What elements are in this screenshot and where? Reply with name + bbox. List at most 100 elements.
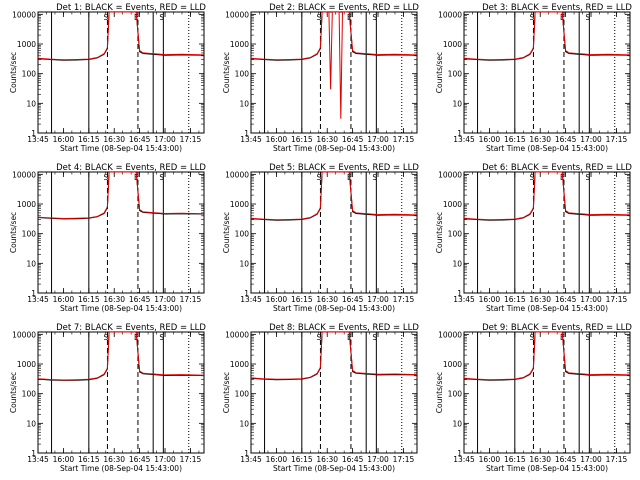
- x-tick-label: 16:15: [291, 135, 313, 144]
- x-tick-label: 13:45: [27, 295, 49, 304]
- y-tick-label: 100: [22, 230, 37, 239]
- time-marker-lines: [477, 172, 616, 293]
- x-tick-label: 13:45: [240, 295, 262, 304]
- plot-frame: [463, 171, 631, 294]
- lld-series-line: [464, 12, 630, 61]
- x-tick-label: 16:45: [342, 135, 364, 144]
- y-axis-label: Counts/sec: [435, 212, 444, 253]
- top-marker-label: S: [316, 13, 321, 22]
- y-tick-label: 100: [235, 390, 250, 399]
- y-axis-label: Counts/sec: [222, 372, 231, 413]
- events-series-line: [38, 12, 204, 61]
- y-tick-label: 100: [235, 70, 250, 79]
- top-marker-label: S: [159, 13, 164, 22]
- time-marker-lines: [477, 12, 616, 133]
- y-tick-label: 10000: [438, 170, 462, 179]
- lld-series-line: [464, 332, 630, 381]
- x-tick-label: 16:15: [504, 455, 526, 464]
- y-tick-label: 1: [244, 289, 249, 298]
- x-axis-label: Start Time (08-Sep-04 15:43:00): [273, 464, 395, 473]
- series-group: [38, 12, 204, 61]
- y-tick-label: 100: [448, 390, 463, 399]
- x-tick-label: 16:30: [103, 295, 125, 304]
- x-tick-label: 13:45: [240, 455, 262, 464]
- x-tick-label: 13:45: [27, 135, 49, 144]
- lld-series-line: [38, 12, 204, 61]
- top-marker-label: S: [103, 13, 108, 22]
- x-tick-label: 13:45: [240, 135, 262, 144]
- y-tick-label: 10000: [438, 10, 462, 19]
- x-tick-label: 16:00: [479, 135, 501, 144]
- plot-frame: [250, 11, 418, 134]
- x-tick-label: 16:15: [504, 295, 526, 304]
- y-tick-label: 10: [26, 259, 36, 268]
- events-series-line: [464, 332, 630, 381]
- detector-panel-1: Det 1: BLACK = Events, RED = LLD 1 10 100 10…: [9, 3, 206, 153]
- events-series-line: [464, 172, 630, 221]
- chart-title: Det 6: BLACK = Events, RED = LLD: [482, 163, 632, 173]
- x-axis-label: Start Time (08-Sep-04 15:43:00): [486, 304, 608, 313]
- top-marker-label: S: [529, 13, 534, 22]
- y-tick-label: 10: [452, 419, 462, 428]
- x-tick-label: 16:30: [316, 135, 338, 144]
- y-axis-label: Counts/sec: [435, 52, 444, 93]
- x-tick-label: 17:15: [180, 135, 202, 144]
- series-group: [251, 172, 417, 221]
- lld-series-line: [464, 172, 630, 221]
- y-tick-label: 10000: [12, 330, 36, 339]
- y-tick-label: 1: [31, 449, 36, 458]
- x-tick-label: 16:00: [53, 295, 75, 304]
- y-axis-label: Counts/sec: [222, 212, 231, 253]
- y-tick-label: 1000: [230, 200, 249, 209]
- chart-title: Det 8: BLACK = Events, RED = LLD: [269, 323, 419, 333]
- time-marker-lines: [264, 172, 403, 293]
- detector-panel-2: Det 2: BLACK = Events, RED = LLD 1 10 100 10…: [222, 3, 419, 153]
- x-tick-label: 16:00: [479, 295, 501, 304]
- x-tick-label: 16:30: [529, 295, 551, 304]
- detector-panel-7: Det 7: BLACK = Events, RED = LLD 1 10 100 10…: [9, 323, 206, 473]
- top-marker-label: S: [585, 333, 590, 342]
- y-tick-label: 100: [235, 230, 250, 239]
- plot-frame: [250, 331, 418, 454]
- series-group: [251, 12, 417, 119]
- x-axis-label: Start Time (08-Sep-04 15:43:00): [60, 304, 182, 313]
- x-axis-label: Start Time (08-Sep-04 15:43:00): [60, 464, 182, 473]
- y-tick-label: 1000: [230, 40, 249, 49]
- x-axis-label: Start Time (08-Sep-04 15:43:00): [273, 304, 395, 313]
- plot-frame: [37, 331, 205, 454]
- y-tick-label: 1: [244, 129, 249, 138]
- x-tick-label: 16:00: [479, 455, 501, 464]
- top-marker-label: S: [316, 173, 321, 182]
- x-tick-label: 16:45: [129, 455, 151, 464]
- x-tick-label: 16:00: [266, 135, 288, 144]
- y-tick-label: 100: [448, 230, 463, 239]
- y-tick-label: 1: [457, 129, 462, 138]
- y-tick-label: 1000: [17, 360, 36, 369]
- detector-panel-9: Det 9: BLACK = Events, RED = LLD 1 10 100 10…: [435, 323, 632, 473]
- y-tick-label: 1000: [17, 40, 36, 49]
- x-tick-label: 16:30: [103, 455, 125, 464]
- y-tick-label: 100: [22, 390, 37, 399]
- x-tick-label: 16:15: [78, 455, 100, 464]
- chart-title: Det 5: BLACK = Events, RED = LLD: [269, 163, 419, 173]
- y-tick-label: 1000: [443, 360, 462, 369]
- x-tick-label: 17:00: [154, 295, 176, 304]
- top-marker-label: S: [372, 173, 377, 182]
- detector-panel-8: Det 8: BLACK = Events, RED = LLD 1 10 100 10…: [222, 323, 419, 473]
- y-axis-label: Counts/sec: [222, 52, 231, 93]
- y-tick-label: 100: [22, 70, 37, 79]
- x-axis-label: Start Time (08-Sep-04 15:43:00): [486, 464, 608, 473]
- y-axis-label: Counts/sec: [9, 212, 18, 253]
- x-tick-label: 17:00: [367, 455, 389, 464]
- x-tick-label: 17:15: [393, 455, 415, 464]
- chart-title: Det 2: BLACK = Events, RED = LLD: [269, 3, 419, 13]
- detector-panel-6: Det 6: BLACK = Events, RED = LLD 1 10 100 10…: [435, 163, 632, 313]
- y-tick-label: 10000: [225, 170, 249, 179]
- x-tick-label: 17:00: [367, 295, 389, 304]
- series-group: [464, 172, 630, 221]
- lld-series-line: [38, 332, 204, 381]
- time-marker-lines: [477, 332, 616, 453]
- x-tick-label: 16:15: [291, 455, 313, 464]
- chart-title: Det 1: BLACK = Events, RED = LLD: [56, 3, 206, 13]
